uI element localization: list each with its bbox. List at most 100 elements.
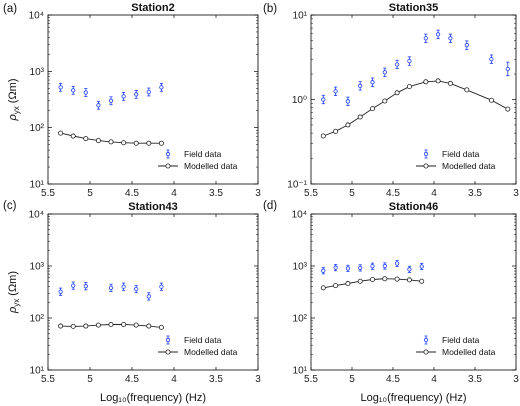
x-tick-label: 4.5: [125, 374, 139, 385]
x-axis-label: Log₁₀(frequency) (Hz): [360, 392, 466, 404]
legend: Field data Modelled data: [416, 149, 496, 171]
model-point: [95, 322, 101, 328]
model-point: [447, 80, 453, 86]
y-axis-label: ρyx (Ωm): [7, 271, 21, 314]
model-point: [382, 276, 388, 282]
field-point: [159, 85, 164, 90]
x-tick-label: 5: [349, 188, 355, 199]
legend-model-label: Modelled data: [184, 161, 238, 171]
field-point: [146, 294, 151, 299]
model-point: [146, 140, 152, 146]
field-point: [423, 36, 428, 41]
field-point: [489, 57, 494, 62]
model-point: [505, 106, 511, 112]
field-point: [464, 43, 469, 48]
x-tick-label: 5: [87, 374, 93, 385]
model-point: [369, 277, 375, 283]
legend-model-marker: [165, 163, 171, 169]
model-point: [394, 276, 400, 282]
field-point: [333, 265, 338, 270]
axes-frame: [47, 14, 259, 185]
field-point: [345, 99, 350, 104]
y-tick-label: 10¹: [30, 366, 45, 377]
legend: Field data Modelled data: [158, 149, 238, 171]
axes-frame: [310, 213, 517, 371]
field-point: [382, 263, 387, 269]
x-tick-label: 5.5: [41, 374, 55, 385]
panel-title: Station35: [389, 2, 439, 14]
field-point: [159, 284, 164, 289]
y-tick-label: 10¹: [293, 11, 308, 22]
field-point: [358, 265, 363, 270]
model-point: [394, 90, 400, 96]
panel-station43: (c) Station43 5.5 5 4.5 4 3.5 3 10¹ 10² 10³ 10⁴ Fiel…: [3, 200, 261, 404]
panel-label: (c): [3, 200, 17, 212]
field-point: [333, 89, 338, 94]
panel-title: Station43: [128, 201, 178, 213]
panel-label: (a): [3, 3, 17, 15]
y-tick-label: 10³: [30, 67, 45, 78]
model-point: [435, 78, 441, 84]
field-point: [345, 266, 350, 271]
model-point: [70, 323, 76, 329]
x-tick-label: 4: [431, 374, 437, 385]
field-point: [58, 289, 63, 294]
y-tick-label: 10¹: [293, 366, 308, 377]
model-point: [83, 136, 89, 142]
field-point: [96, 103, 101, 108]
y-axis-label-sub: yx: [12, 106, 21, 114]
model-point: [83, 323, 89, 329]
legend-model-label: Modelled data: [442, 161, 496, 171]
x-tick-label: 5: [87, 188, 93, 199]
x-tick-label: 4: [171, 374, 177, 385]
model-point: [345, 122, 351, 128]
model-point: [320, 133, 326, 139]
x-tick-label: 3: [255, 374, 261, 385]
field-point: [435, 32, 441, 37]
x-tick-label: 3: [255, 188, 261, 199]
field-point: [71, 283, 76, 288]
x-tick-label: 5.5: [41, 188, 55, 199]
x-tick-label: 3.5: [468, 188, 482, 199]
y-axis-label-sub: yx: [12, 299, 21, 307]
y-axis-label-rho: ρ: [7, 307, 19, 314]
x-tick-label: 5.5: [304, 188, 318, 199]
model-point: [133, 140, 139, 146]
model-point: [70, 133, 76, 139]
y-tick-label: 10³: [293, 262, 308, 273]
panel-label: (d): [263, 200, 277, 212]
x-tick-label: 4.5: [386, 188, 400, 199]
x-tick-label: 3.5: [209, 374, 223, 385]
model-point: [345, 281, 351, 287]
x-tick-label: 3: [513, 374, 519, 385]
field-point: [448, 36, 453, 41]
legend-field-label: Field data: [184, 335, 222, 345]
panel-station46: (d) Station46 5.5 5 4.5 4 3.5 3 10¹ 10² 10³ 10⁴ Fiel…: [263, 200, 519, 404]
model-point: [58, 130, 64, 136]
y-tick-label: 10⁰: [292, 95, 307, 106]
model-curve: [323, 80, 509, 137]
x-tick-label: 3.5: [468, 374, 482, 385]
field-point: [121, 284, 126, 289]
x-tick-label: 4: [431, 188, 437, 199]
legend-model-marker: [165, 349, 171, 355]
x-axis-label: Log₁₀(frequency) (Hz): [100, 392, 206, 404]
model-point: [320, 285, 326, 291]
field-point: [83, 284, 88, 289]
x-tick-label: 5: [349, 374, 355, 385]
field-point: [394, 261, 400, 266]
panel-station2: (a) Station2 5.5 5 4.5 4 3.5 3 10¹ 10² 10³ 10⁴ Field…: [3, 2, 261, 199]
model-point: [158, 324, 164, 330]
y-tick-label: 10²: [30, 123, 45, 134]
x-tick-label: 4.5: [386, 374, 400, 385]
model-point: [333, 283, 339, 289]
legend: Field data Modelled data: [416, 335, 496, 357]
y-tick-label: 10⁴: [292, 210, 307, 221]
field-point: [370, 80, 375, 85]
model-point: [333, 128, 339, 134]
model-point: [158, 140, 164, 146]
y-tick-label: 10²: [30, 314, 45, 325]
model-point: [121, 140, 127, 146]
model-point: [382, 98, 388, 104]
